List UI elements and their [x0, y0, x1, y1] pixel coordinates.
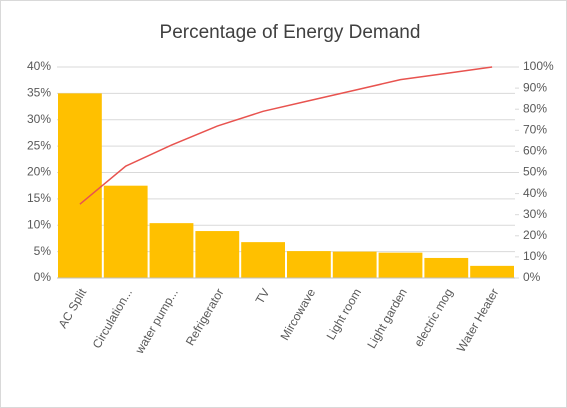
y-tick-label: 15%	[27, 191, 51, 205]
y2-tick-label: 90%	[523, 80, 547, 94]
y-tick-label: 20%	[27, 165, 51, 179]
bar	[195, 231, 240, 278]
cumulative-line	[79, 66, 493, 205]
y-tick-label: 5%	[34, 244, 52, 258]
bar	[149, 223, 194, 278]
y-tick-label: 30%	[27, 112, 51, 126]
y2-tick-label: 60%	[523, 144, 547, 158]
bar	[378, 252, 423, 278]
chart-title: Percentage of Energy Demand	[160, 22, 421, 43]
bar	[470, 265, 514, 278]
y2-tick-label: 30%	[523, 207, 547, 221]
y2-tick-label: 80%	[523, 101, 547, 115]
y2-tick-label: 40%	[523, 186, 547, 200]
y-tick-label: 35%	[27, 86, 51, 100]
y2-tick-label: 0%	[523, 270, 541, 284]
bar	[332, 251, 377, 278]
y-tick-label: 40%	[27, 59, 51, 73]
y2-tick-label: 50%	[523, 165, 547, 179]
y2-tick-label: 70%	[523, 122, 547, 136]
y2-tick-label: 10%	[523, 249, 547, 263]
bar	[58, 93, 102, 278]
y2-tick-label: 100%	[523, 59, 554, 73]
y-tick-label: 25%	[27, 138, 51, 152]
y-tick-label: 10%	[27, 217, 51, 231]
bar	[424, 257, 469, 278]
x-tick-label: TV	[253, 286, 273, 306]
bar	[287, 251, 331, 278]
y2-tick-label: 20%	[523, 228, 547, 242]
y-tick-label: 0%	[34, 270, 52, 284]
bar	[103, 185, 148, 278]
bar	[241, 242, 285, 278]
